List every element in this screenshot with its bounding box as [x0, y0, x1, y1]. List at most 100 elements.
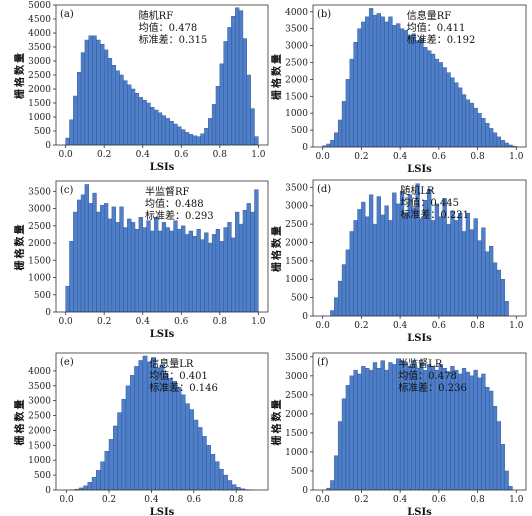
histogram-bar: [189, 409, 194, 491]
histogram-bar: [477, 240, 482, 317]
y-axis-label: 栅格数量: [13, 223, 26, 271]
x-tick-label: 0.0: [59, 495, 74, 505]
y-tick-label: 2500: [285, 58, 308, 68]
histogram-bar: [154, 109, 159, 146]
histogram-bar: [415, 40, 420, 148]
y-tick-label: 3000: [28, 57, 51, 67]
x-tick-label: 0.8: [470, 495, 485, 505]
histogram-bar: [361, 21, 366, 148]
histogram-bar: [111, 64, 116, 146]
histogram-bar: [103, 49, 109, 146]
histogram-bar: [184, 234, 190, 313]
histogram-bar: [146, 220, 151, 313]
histogram-panel: 0 500 1000 1500 2000 2500 3000 3500 4000 0.0 0.2 0.…: [270, 4, 527, 175]
y-tick-label: 1500: [28, 256, 51, 266]
histogram-bar: [485, 387, 490, 491]
y-axis-label: 栅格数量: [270, 224, 283, 272]
plot-frame: [312, 179, 527, 317]
x-tick-label: 0.2: [102, 495, 116, 505]
histogram-bar: [197, 427, 203, 491]
histogram-bar: [185, 403, 190, 491]
histogram-bar: [469, 229, 474, 317]
histogram-bar: [473, 218, 478, 317]
histogram-bar: [223, 227, 228, 313]
y-tick-label: 3500: [28, 43, 51, 53]
x-tick-label: 0.6: [432, 152, 447, 162]
y-tick-label: 2000: [28, 426, 51, 436]
x-tick-label: 0.8: [213, 317, 228, 327]
histogram-bar: [92, 35, 97, 146]
histogram-bar: [504, 301, 509, 317]
y-axis-label: 栅格数量: [270, 52, 283, 100]
y-tick-label: 500: [291, 126, 308, 136]
histogram-bar: [345, 385, 350, 491]
histogram-bar: [419, 38, 424, 148]
x-tick-label: 0.0: [58, 317, 73, 327]
y-tick-label: 3000: [28, 205, 51, 215]
histogram-bar: [481, 373, 486, 491]
y-tick-label: 4000: [28, 29, 51, 39]
histogram-bar: [196, 136, 201, 146]
x-tick-label: 1.0: [509, 152, 524, 162]
histogram-bar: [150, 230, 155, 313]
histogram-bar: [388, 220, 393, 317]
histogram-bar: [469, 102, 474, 148]
histogram-bar: [211, 234, 217, 313]
histogram-bar: [361, 201, 366, 317]
x-tick-label: 0.2: [354, 321, 368, 331]
y-tick-label: 1000: [285, 448, 308, 458]
histogram-bar: [176, 387, 182, 491]
y-tick-label: 1000: [285, 275, 308, 285]
histogram-bar: [365, 216, 370, 317]
histogram-bar: [96, 39, 101, 146]
x-tick-label: 0.4: [136, 150, 151, 160]
stats-annotation-line: 标准差：0.236: [398, 381, 467, 394]
histogram-bar: [411, 207, 416, 317]
histogram-bar: [376, 196, 381, 317]
histogram-bar: [107, 218, 113, 313]
stats-annotation-line: 标准差：0.293: [145, 209, 214, 222]
histogram-bar: [130, 88, 136, 146]
histogram-bar: [500, 279, 505, 317]
histogram-bar: [365, 368, 370, 491]
histogram-bar: [384, 205, 389, 317]
stats-annotation-line: 均值：0.401: [149, 369, 208, 382]
histogram-bar: [173, 220, 178, 313]
histogram-bar: [341, 264, 347, 317]
histogram-bar: [504, 470, 509, 491]
y-axis-label: 栅格数量: [13, 398, 26, 446]
y-tick-label: 3500: [28, 382, 51, 392]
histogram-bar: [134, 92, 140, 146]
histogram-bar: [372, 223, 378, 317]
histogram-bar: [384, 369, 389, 491]
histogram-bar: [423, 47, 428, 148]
histogram-bar: [430, 220, 436, 317]
stats-annotation-line: 半监督RF: [145, 185, 190, 198]
x-tick-label: 1.0: [509, 321, 524, 331]
panel-label: (b): [317, 9, 331, 20]
y-tick-label: 1500: [285, 257, 308, 267]
x-tick-label: 0.0: [58, 150, 73, 160]
y-tick-label: 0: [45, 486, 51, 496]
histogram-panel: 0 500 1000 1500 2000 2500 3000 3500 4000 0.0 0.2 0.…: [13, 352, 269, 516]
histogram-panel: 0 500 1000 1500 2000 2500 3000 3500 0.0 0.2 0.4 0.6…: [13, 180, 269, 340]
histogram-bar: [227, 222, 232, 313]
histogram-bar: [204, 127, 209, 146]
histogram-bar: [211, 104, 217, 146]
x-tick-label: 1.0: [251, 317, 266, 327]
histogram-bar: [361, 366, 366, 491]
histogram-bar: [200, 239, 205, 313]
histogram-bar: [489, 128, 494, 148]
panel-label: (d): [317, 184, 331, 195]
histogram-bar: [388, 16, 393, 148]
histogram-bar: [219, 241, 224, 313]
histogram-panel: 0 500 1000 1500 2000 2500 3000 3500 0.0 0.2 0.4 0.6…: [270, 179, 527, 344]
y-tick-label: 1500: [285, 429, 308, 439]
histogram-bar: [349, 58, 354, 148]
histogram-bar: [388, 362, 393, 491]
histogram-bar: [411, 33, 416, 148]
y-tick-label: 5000: [28, 1, 51, 11]
histogram-bar: [161, 222, 167, 313]
histogram-bar: [508, 485, 513, 491]
